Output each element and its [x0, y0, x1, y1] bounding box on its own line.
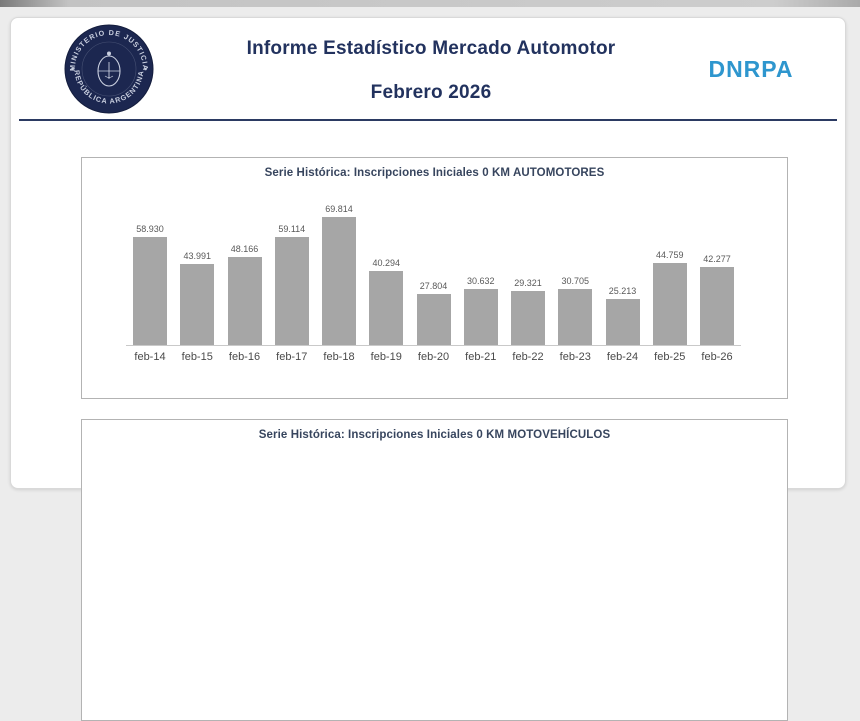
seal-left-diamond-icon [71, 67, 74, 71]
category-label: feb-19 [370, 351, 402, 363]
category-label: feb-16 [228, 351, 261, 363]
bar [652, 263, 687, 345]
category-label: feb-22 [512, 351, 544, 363]
bar-column: 30.632 [461, 276, 501, 345]
bar-value-label: 40.294 [372, 258, 401, 268]
header-divider [19, 119, 837, 121]
bar-column: 42.277 [697, 254, 737, 345]
bar-column: 30.705 [555, 276, 595, 345]
bar-column: 27.804 [414, 281, 454, 345]
chart-motovehiculos-title: Serie Histórica: Inscripciones Iniciales… [258, 429, 611, 441]
bar-value-label: 58.930 [136, 224, 164, 234]
bar-value-label: 42.277 [703, 254, 731, 264]
coat-of-arms-icon [97, 51, 121, 87]
report-title-line1: Informe Estadístico Mercado Automotor [246, 38, 616, 59]
bar-column: 44.759 [650, 250, 690, 345]
category-label: feb-21 [465, 351, 497, 363]
bar [511, 291, 545, 345]
category-label: feb-23 [559, 351, 591, 363]
bar-column: 43.991 [177, 251, 217, 345]
bar-column: 69.814 [319, 204, 359, 345]
report-page: MINISTERIO DE JUSTICIA REPÚBLICA ARGENTI… [10, 17, 846, 721]
report-title-line2: Febrero 2026 [370, 82, 492, 103]
bar [558, 289, 593, 345]
bar-value-label: 44.759 [655, 250, 684, 260]
bar-value-label: 30.632 [466, 276, 495, 286]
bar-column: 58.930 [130, 224, 170, 345]
bar-column: 59.114 [272, 224, 312, 345]
category-label: feb-25 [654, 351, 686, 363]
category-label: feb-17 [276, 351, 308, 363]
dnrpa-wordmark: DNRPA [708, 56, 794, 82]
bar-column: 29.321 [508, 278, 548, 345]
bar [133, 237, 167, 345]
bar [274, 237, 309, 345]
bar-series: 58.930 43.991 48.166 59.114 69.814 40.294 27.8… [126, 194, 741, 346]
bar [463, 289, 498, 345]
category-label: feb-14 [134, 351, 166, 363]
window-top-strip [0, 0, 860, 7]
category-label: feb-24 [606, 351, 639, 363]
category-label: feb-20 [417, 351, 450, 363]
chart-motovehiculos: Serie Histórica: Inscripciones Iniciales… [81, 419, 788, 721]
bar [416, 294, 451, 345]
chart-automotores-plot: 58.930 43.991 48.166 59.114 69.814 40.294 27.8… [126, 194, 741, 366]
bar [227, 257, 262, 345]
bar-value-label: 29.321 [514, 278, 542, 288]
seal-right-diamond-icon [144, 67, 147, 71]
bar [605, 299, 640, 345]
bar [369, 271, 404, 345]
chart-automotores-title: Serie Histórica: Inscripciones Iniciales… [264, 167, 605, 179]
bar-column: 40.294 [366, 258, 406, 345]
ministry-of-justice-seal-logo: MINISTERIO DE JUSTICIA REPÚBLICA ARGENTI… [64, 24, 154, 114]
bar-value-label: 59.114 [278, 224, 306, 234]
category-label: feb-26 [701, 351, 733, 363]
bar-value-label: 43.991 [183, 251, 212, 261]
bar-value-label: 27.804 [419, 281, 448, 291]
bar-value-label: 69.814 [325, 204, 353, 214]
category-label: feb-15 [181, 351, 213, 363]
bar [700, 267, 734, 345]
bar-value-label: 48.166 [230, 244, 259, 254]
category-axis: feb-14 feb-15 feb-16 feb-17 feb-18 feb-19 feb-… [126, 346, 741, 366]
bar-value-label: 30.705 [561, 276, 590, 286]
chart-automotores: Serie Histórica: Inscripciones Iniciales… [81, 157, 788, 399]
category-label: feb-18 [323, 351, 355, 363]
bar-column: 25.213 [603, 286, 643, 345]
bar-column: 48.166 [225, 244, 265, 345]
bar-value-label: 25.213 [608, 286, 637, 296]
bar [180, 264, 215, 345]
bar [322, 217, 356, 345]
